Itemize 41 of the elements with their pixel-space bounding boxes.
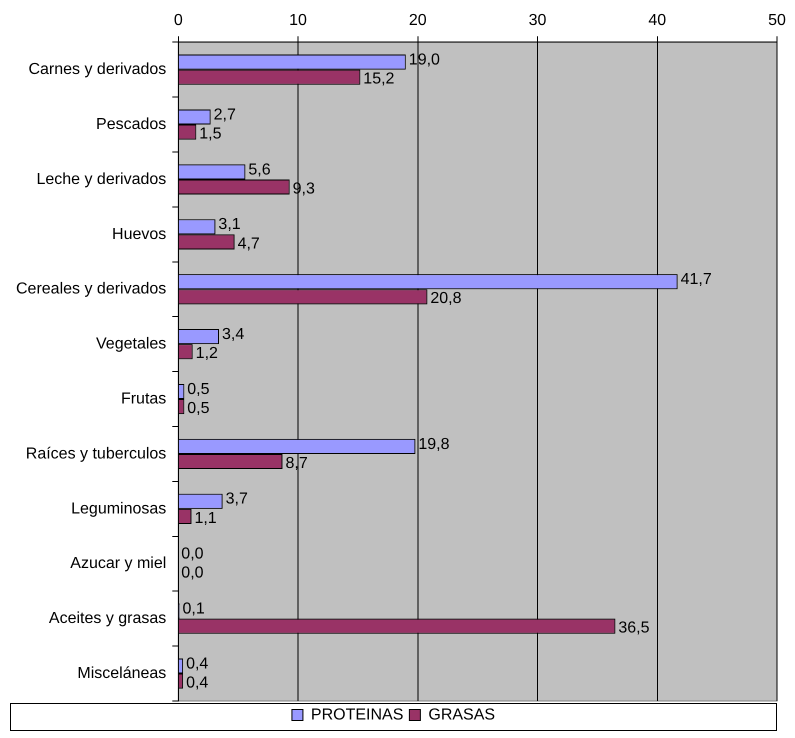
y-tick-label: Raíces y tuberculos (26, 445, 166, 462)
data-label: 0,4 (186, 655, 208, 672)
x-tick-label: 50 (768, 12, 786, 30)
x-tick-label: 30 (528, 12, 547, 30)
data-label: 0,0 (181, 546, 204, 563)
data-label: 5,6 (248, 161, 271, 178)
legend-label: GRASAS (428, 706, 496, 724)
data-label: 41,7 (680, 271, 712, 288)
y-tick-label: Aceites y grasas (48, 610, 166, 628)
data-label: 15,2 (363, 70, 395, 88)
legend-label: PROTEINAS (310, 706, 404, 724)
y-tick-label: Azucar y miel (70, 555, 166, 572)
y-tick-label: Vegetales (96, 336, 166, 353)
data-label: 0,1 (182, 600, 205, 618)
data-label: 19,8 (418, 436, 450, 453)
data-label: 2,7 (214, 106, 236, 124)
data-label: 3,4 (222, 326, 244, 344)
data-label: 20,8 (430, 290, 462, 308)
y-tick-label: Huevos (112, 226, 166, 243)
data-label: 4,7 (238, 235, 260, 252)
y-tick-label: Leche y derivados (36, 170, 166, 188)
x-tick-label: 10 (289, 12, 308, 30)
data-label: 1,1 (194, 510, 217, 527)
y-tick-label: Pescados (96, 116, 166, 133)
data-label: 36,5 (618, 620, 650, 637)
y-tick-label: Misceláneas (77, 664, 166, 682)
data-label: 1,5 (199, 126, 222, 143)
y-tick-label: Cereales y derivados (16, 280, 166, 298)
y-tick-label: Leguminosas (71, 500, 166, 518)
x-tick-label: 20 (408, 12, 427, 30)
data-label: 1,2 (196, 345, 218, 362)
data-label: 3,7 (226, 490, 248, 508)
data-label: 0,4 (186, 674, 208, 692)
y-tick-label: Carnes y derivados (28, 61, 166, 78)
x-tick-label: 40 (648, 12, 666, 30)
data-label: 0,5 (187, 380, 210, 398)
data-label: 3,1 (218, 216, 241, 234)
data-label: 0,0 (181, 564, 204, 582)
y-tick-label: Frutas (120, 390, 166, 408)
x-tick-label: 0 (174, 12, 183, 30)
data-label: 0,5 (187, 400, 210, 418)
